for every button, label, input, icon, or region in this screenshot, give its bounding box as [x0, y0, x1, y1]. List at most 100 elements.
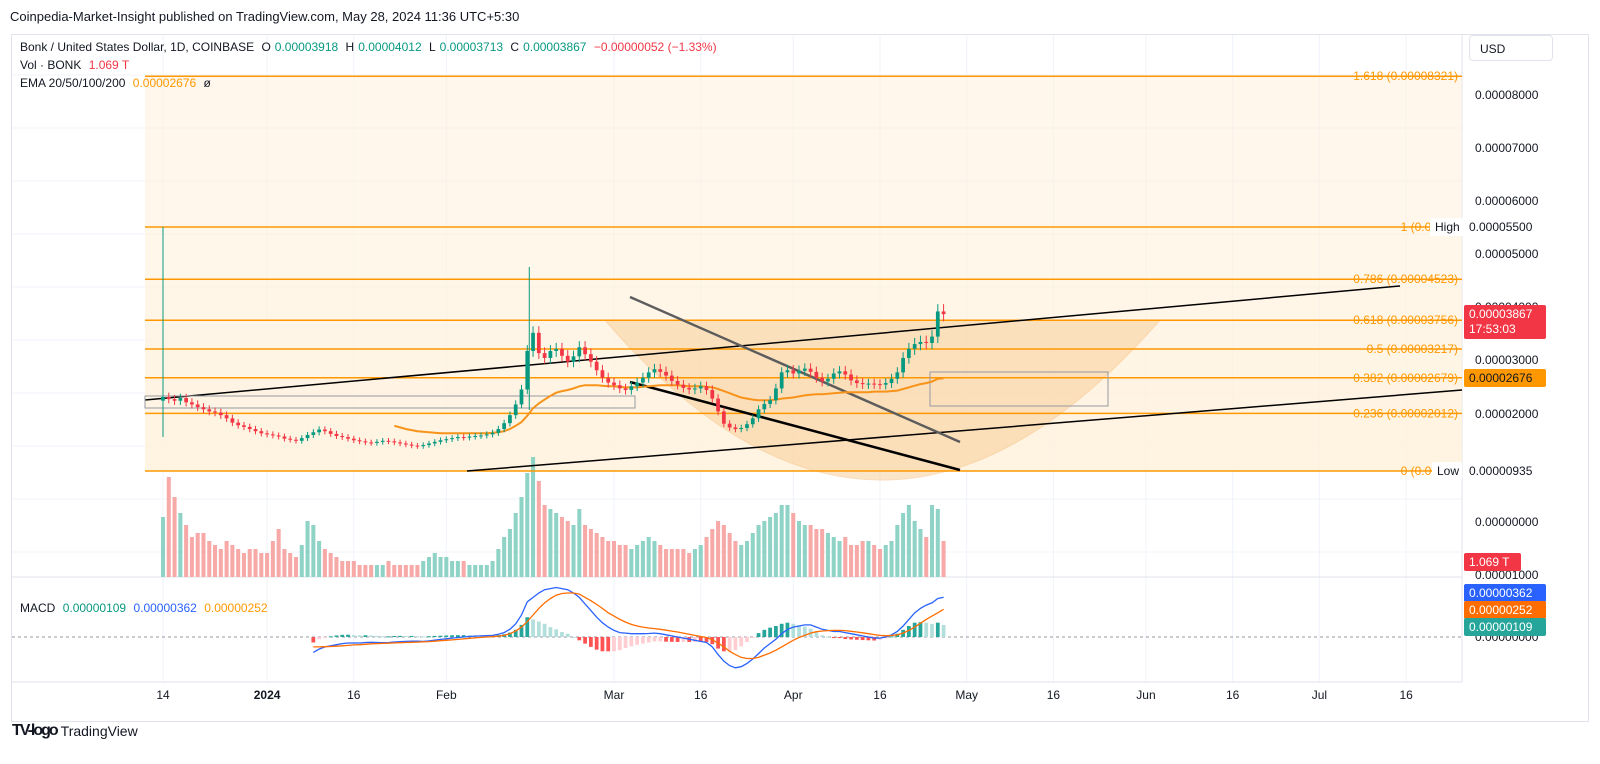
- volume-bar: [432, 553, 437, 577]
- candle-body: [346, 437, 350, 439]
- legend-ema-extra: ø: [203, 76, 211, 90]
- macd-hist-bar: [363, 635, 368, 637]
- candle-body: [519, 389, 524, 405]
- macd-hist-bar: [334, 635, 339, 637]
- price-axis-label: 0.00007000: [1475, 141, 1539, 155]
- volume-bar: [346, 561, 351, 577]
- candle-body: [467, 436, 472, 438]
- volume-bar: [438, 557, 443, 577]
- volume-bar: [675, 549, 680, 577]
- candle-body: [646, 372, 651, 378]
- legend-macd-label[interactable]: MACD: [20, 601, 56, 615]
- macd-hist-bar: [681, 637, 686, 642]
- upper-trendline: [144, 285, 1401, 401]
- macd-hist-bar: [513, 629, 518, 637]
- price-axis-label: 0.00002000: [1475, 407, 1539, 421]
- candle-body: [323, 429, 327, 432]
- macd-hist-bar: [693, 637, 697, 642]
- candle-body: [444, 439, 449, 441]
- macd-hist-bar: [606, 637, 611, 652]
- currency-button[interactable]: USD: [1469, 35, 1553, 61]
- legend-l-label: L: [428, 40, 436, 54]
- legend-c-value: 0.00003867: [523, 40, 587, 54]
- volume-bar: [380, 565, 385, 577]
- candle-body: [565, 355, 570, 362]
- macd-hist-bar: [739, 637, 744, 647]
- candle-body: [270, 434, 275, 436]
- volume-bar: [490, 561, 495, 577]
- candle-body: [513, 404, 518, 416]
- volume-bar: [635, 545, 640, 577]
- candle-body: [484, 434, 489, 436]
- volume-bar: [808, 525, 813, 577]
- volume-bar: [548, 509, 553, 577]
- legend-vol-label[interactable]: Vol · BONK: [20, 58, 82, 72]
- macd-tag-text: 0.00000362: [1469, 586, 1533, 600]
- fib-label-3: 0.618 (0.00003756): [1353, 313, 1458, 327]
- candle-body: [687, 387, 692, 390]
- candle-body: [612, 382, 616, 386]
- macd-hist-bar: [317, 637, 321, 640]
- macd-hist-bar: [745, 637, 749, 642]
- volume-bar: [311, 525, 316, 577]
- macd-hist-bar: [935, 622, 940, 637]
- candle-body: [531, 332, 535, 352]
- volume-bar: [450, 561, 455, 577]
- macd-hist-bar: [340, 634, 345, 637]
- candle-body: [918, 341, 923, 345]
- cup-pattern: [603, 319, 1162, 481]
- candle-body: [207, 409, 212, 412]
- macd-hist-bar: [860, 637, 865, 641]
- volume-bar: [265, 553, 270, 577]
- macd-hist-bar: [623, 637, 628, 648]
- candle-body: [166, 396, 171, 400]
- volume-bar: [895, 525, 900, 577]
- candle-body: [253, 429, 258, 432]
- volume-bar: [403, 565, 408, 577]
- candle-body: [421, 445, 426, 447]
- candle-body: [768, 400, 772, 404]
- candle-body: [554, 348, 559, 352]
- candle-body: [490, 432, 495, 435]
- volume-bar: [623, 545, 628, 577]
- channel-bottom-line: [629, 380, 961, 472]
- high-label-bg: [1430, 218, 1464, 236]
- legend-ema-label[interactable]: EMA 20/50/100/200: [20, 76, 126, 90]
- legend-ema-value: 0.00002676: [132, 76, 197, 90]
- volume-bar: [820, 529, 825, 577]
- volume-bar: [334, 557, 339, 577]
- candle-body: [583, 347, 587, 355]
- volume-bar: [247, 549, 252, 577]
- candle-body: [542, 353, 547, 358]
- volume-bar: [241, 553, 246, 577]
- macd-line: [312, 586, 944, 669]
- macd-hist-bar: [571, 637, 576, 638]
- legend-ema-row: EMA 20/50/100/200 0.00002676 ø: [20, 76, 215, 90]
- macd-hist-bar: [542, 623, 547, 637]
- ema-price-tag-bg: [1464, 369, 1546, 387]
- candle-body: [450, 438, 454, 440]
- volume-bar: [704, 537, 709, 577]
- volume-bar: [588, 529, 593, 577]
- legend-symbol[interactable]: Bonk / United States Dollar, 1D, COINBAS…: [20, 40, 255, 54]
- candle-body: [247, 426, 252, 430]
- legend-l-value: 0.00003713: [439, 40, 504, 54]
- volume-bar: [230, 545, 235, 577]
- candle-body: [843, 371, 848, 375]
- volume-bar: [542, 505, 547, 577]
- volume-bar: [843, 537, 848, 577]
- candle-body: [548, 351, 553, 358]
- volume-bar: [698, 545, 703, 577]
- candle-body: [808, 368, 813, 372]
- candle-body: [716, 398, 720, 412]
- volume-bar: [531, 457, 536, 577]
- candle-body: [380, 440, 385, 442]
- volume-bar: [583, 525, 588, 577]
- macd-hist-bar: [907, 626, 911, 637]
- macd-hist-bar: [635, 637, 640, 645]
- macd-hist-bar: [675, 637, 680, 642]
- fib-label-5: 0.382 (0.00002679): [1353, 371, 1458, 385]
- tradingview-logo[interactable]: TV-logo TradingView: [12, 722, 138, 740]
- candle-body: [218, 412, 223, 416]
